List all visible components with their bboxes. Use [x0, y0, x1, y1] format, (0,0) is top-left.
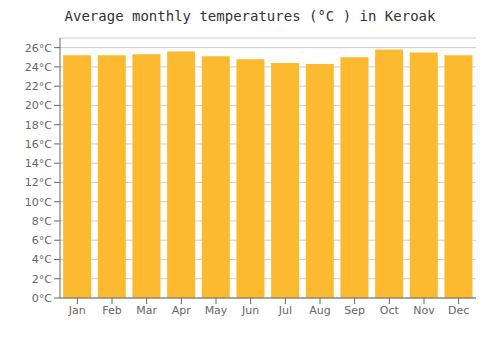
svg-text:May: May	[205, 304, 228, 317]
svg-text:12°C: 12°C	[25, 176, 52, 189]
svg-text:24°C: 24°C	[25, 61, 52, 74]
svg-text:0°C: 0°C	[32, 292, 52, 305]
svg-text:Aug: Aug	[309, 304, 330, 317]
svg-text:Mar: Mar	[136, 304, 157, 317]
svg-text:14°C: 14°C	[25, 157, 52, 170]
html-text:Average monthly temperatures (: Average monthly temperatures (°C ) in Ke…	[64, 8, 436, 24]
svg-text:26°C: 26°C	[25, 42, 52, 55]
svg-text:Oct: Oct	[380, 304, 400, 317]
svg-text:Sep: Sep	[344, 304, 365, 317]
svg-text:Dec: Dec	[448, 304, 469, 317]
svg-text:2°C: 2°C	[32, 273, 52, 286]
svg-text:22°C: 22°C	[25, 80, 52, 93]
svg-text:Jun: Jun	[241, 304, 259, 317]
svg-text:6°C: 6°C	[32, 234, 52, 247]
svg-text:4°C: 4°C	[32, 253, 52, 266]
svg-text:Nov: Nov	[413, 304, 435, 317]
svg-text:Jan: Jan	[68, 304, 86, 317]
svg-text:Apr: Apr	[172, 304, 192, 317]
svg-text:18°C: 18°C	[25, 119, 52, 132]
svg-text:Jul: Jul	[278, 304, 292, 317]
svg-text:Feb: Feb	[102, 304, 121, 317]
svg-text:10°C: 10°C	[25, 196, 52, 209]
svg-text:20°C: 20°C	[25, 99, 52, 112]
svg-text:8°C: 8°C	[32, 215, 52, 228]
svg-text:16°C: 16°C	[25, 138, 52, 151]
